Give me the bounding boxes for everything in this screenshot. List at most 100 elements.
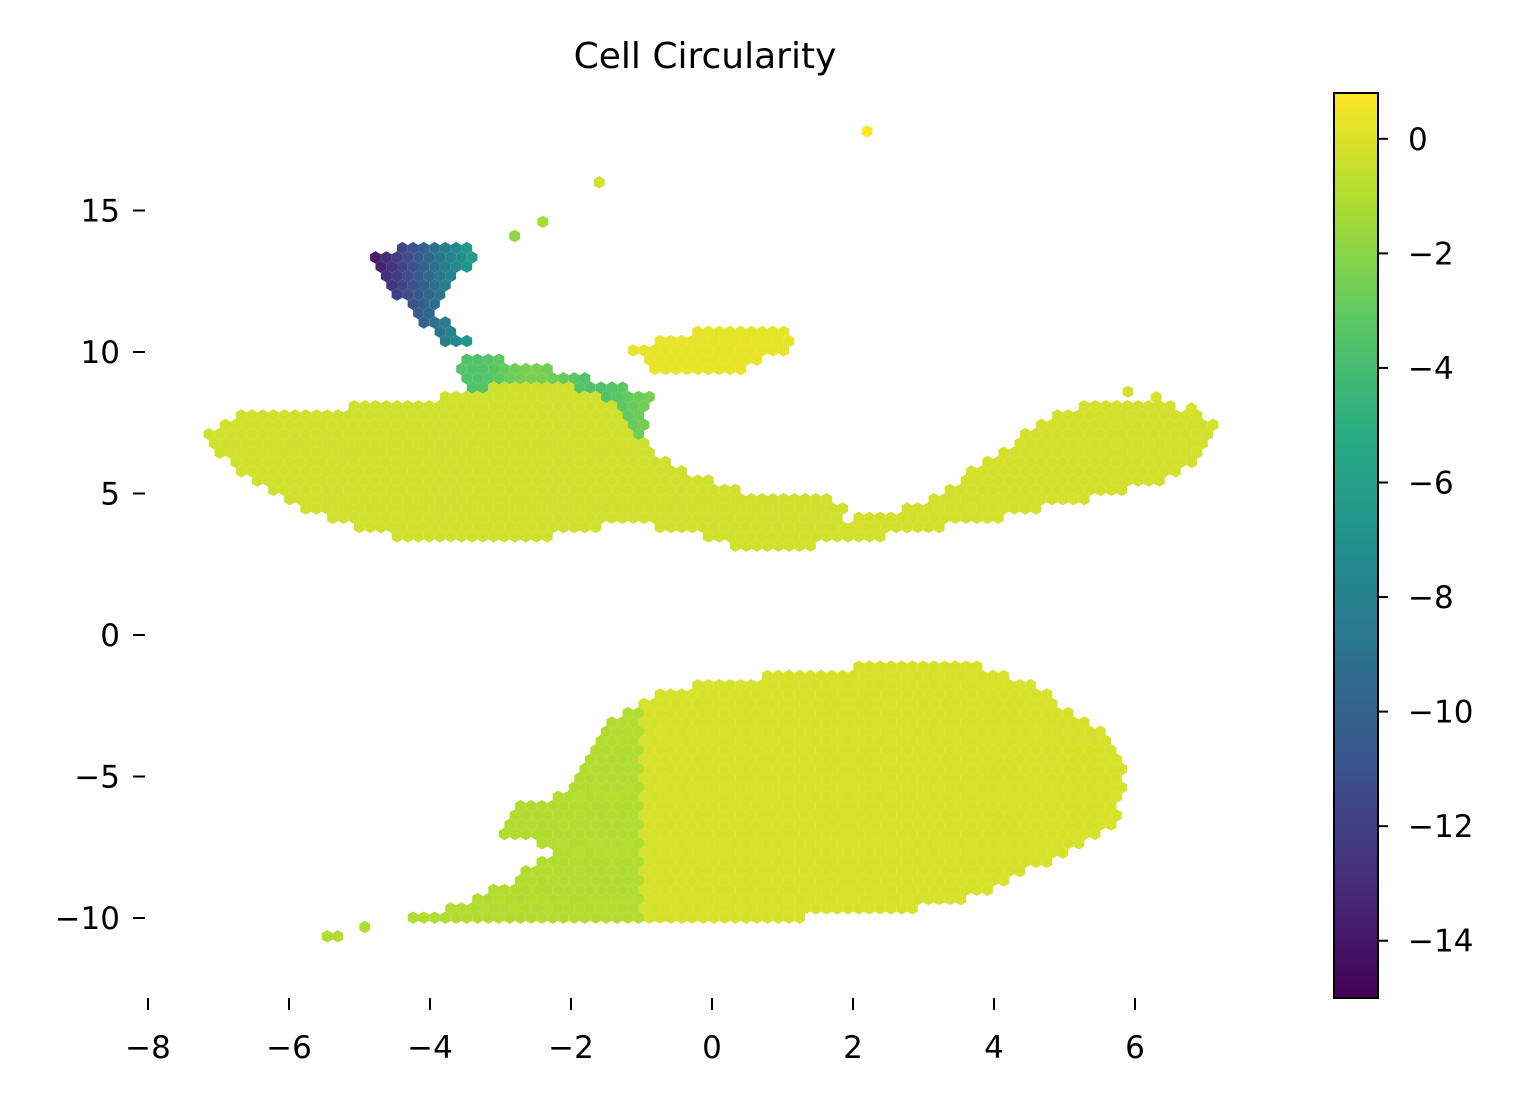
hexbin-cell xyxy=(515,911,526,924)
hexbin-cell xyxy=(901,837,913,850)
hexbin-cell xyxy=(488,418,499,431)
hexbin-cell xyxy=(418,260,430,273)
hexbin-cell xyxy=(638,883,650,896)
hexbin-cell xyxy=(1041,762,1053,776)
hexbin-cell xyxy=(321,465,333,478)
hexbin-cell xyxy=(778,846,789,859)
hexbin-cell xyxy=(708,744,720,757)
hexbin-cell xyxy=(386,502,397,515)
hexbin-cell xyxy=(821,511,832,524)
hexbin-cell xyxy=(686,911,698,924)
hexbin-cell xyxy=(1073,781,1085,794)
hexbin-cell xyxy=(735,865,746,878)
hexbin-cell xyxy=(606,809,618,822)
hexbin-cell xyxy=(917,827,929,841)
hexbin-cell xyxy=(499,511,510,524)
hexbin-cell xyxy=(386,427,397,441)
hexbin-cell xyxy=(622,818,634,831)
hexbin-cell xyxy=(848,855,859,869)
hexbin-cell xyxy=(982,455,993,469)
hexbin-cell xyxy=(993,474,1004,487)
hexbin-cell xyxy=(354,465,365,478)
hexbin-cell xyxy=(633,706,644,720)
hexbin-cell xyxy=(939,827,950,841)
hexbin-cell xyxy=(423,493,435,506)
hexbin-cell xyxy=(971,772,983,785)
hexbin-cell xyxy=(848,669,859,683)
hexbin-cell xyxy=(1009,837,1020,850)
hexbin-cell xyxy=(354,427,365,441)
hexbin-cell xyxy=(966,669,977,683)
hexbin-cell xyxy=(542,418,553,431)
hexbin-cell xyxy=(907,772,918,785)
hexbin-cell xyxy=(644,781,655,794)
hexbin-cell xyxy=(772,781,784,794)
hexbin-cell xyxy=(627,772,639,785)
hexbin-cell xyxy=(1186,437,1197,450)
hexbin-cell xyxy=(660,772,671,785)
hexbin-cell xyxy=(794,688,806,701)
hexbin-cell xyxy=(617,865,628,878)
hexbin-cell xyxy=(1132,474,1144,487)
hexbin-cell xyxy=(740,353,752,366)
hexbin-cell xyxy=(1068,734,1079,748)
hexbin-cell xyxy=(1095,762,1106,776)
hexbin-cell xyxy=(686,483,698,497)
hexbin-cell xyxy=(542,511,553,524)
hexbin-cell xyxy=(982,493,993,506)
hexbin-cell xyxy=(574,381,585,394)
hexbin-cell xyxy=(348,511,360,524)
hexbin-cell xyxy=(273,474,285,487)
hexbin-cell xyxy=(386,279,397,292)
hexbin-cell xyxy=(681,790,693,803)
hexbin-cell xyxy=(681,716,693,729)
hexbin-cell xyxy=(960,716,972,729)
hexbin-cell xyxy=(917,734,929,748)
hexbin-cell xyxy=(735,753,746,766)
hexbin-cell xyxy=(461,241,473,255)
hexbin-cell xyxy=(617,809,628,822)
hexbin-cell xyxy=(692,865,703,878)
hexbin-cell xyxy=(1046,809,1058,822)
hexbin-cell xyxy=(552,846,564,859)
hexbin-cell xyxy=(472,465,483,478)
hexbin-cell xyxy=(552,455,564,469)
hexbin-cell xyxy=(1035,790,1047,803)
hexbin-cell xyxy=(815,874,827,887)
hexbin-cell xyxy=(874,902,886,915)
hexbin-cell xyxy=(1057,753,1069,766)
hexbin-cell xyxy=(359,418,371,431)
hexbin-cell xyxy=(810,865,822,878)
hexbin-cell xyxy=(499,362,510,376)
hexbin-cell xyxy=(1116,446,1128,459)
hexbin-cell xyxy=(499,902,510,915)
hexbin-cell xyxy=(762,669,773,683)
hexbin-cell xyxy=(826,781,838,794)
hexbin-cell xyxy=(595,902,607,915)
hexbin-cell xyxy=(810,734,822,748)
hexbin-cell xyxy=(810,511,822,524)
hexbin-cell xyxy=(939,883,950,896)
hexbin-cell xyxy=(1046,772,1058,785)
hexbin-cell xyxy=(1197,418,1208,431)
hexbin-cell xyxy=(944,669,956,683)
hexbin-cell xyxy=(821,865,832,878)
hexbin-cell xyxy=(987,874,999,887)
hexbin-cell xyxy=(686,781,698,794)
hexbin-cell xyxy=(397,465,408,478)
hexbin-cell xyxy=(1159,409,1171,422)
hexbin-cell xyxy=(1170,446,1181,459)
hexbin-cell xyxy=(359,474,371,487)
hexbin-cell xyxy=(842,530,854,543)
hexbin-cell xyxy=(810,697,822,710)
hexbin-cell xyxy=(923,520,934,534)
hexbin-cell xyxy=(880,855,891,869)
hexbin-cell xyxy=(579,427,591,441)
hexbin-cell xyxy=(660,697,671,710)
hexbin-cell xyxy=(348,437,360,450)
hexbin-cell xyxy=(456,902,467,915)
hexbin-cell xyxy=(670,790,682,803)
hexbin-cell xyxy=(987,465,999,478)
hexbin-cell xyxy=(708,837,720,850)
hexbin-cell xyxy=(1084,446,1095,459)
